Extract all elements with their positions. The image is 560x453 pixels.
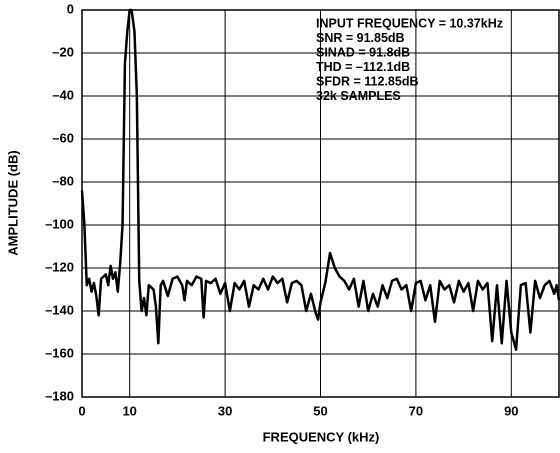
annotation: SINAD = 91.8dB bbox=[316, 45, 410, 59]
x-tick-label: 10 bbox=[122, 403, 136, 418]
y-tick-label: –40 bbox=[52, 87, 74, 102]
y-tick-label: –80 bbox=[52, 173, 74, 188]
annotation: 32k SAMPLES bbox=[316, 89, 401, 103]
x-tick-label: 50 bbox=[313, 403, 327, 418]
y-tick-label: 0 bbox=[67, 1, 74, 16]
y-tick-label: –160 bbox=[45, 345, 74, 360]
y-axis-title: AMPLITUDE (dB) bbox=[5, 150, 20, 255]
annotation: SNR = 91.85dB bbox=[316, 31, 405, 45]
y-tick-label: –180 bbox=[45, 388, 74, 403]
x-tick-label: 0 bbox=[78, 403, 85, 418]
y-tick-label: –20 bbox=[52, 44, 74, 59]
annotation: INPUT FREQUENCY = 10.37kHz bbox=[316, 16, 503, 30]
y-tick-label: –120 bbox=[45, 259, 74, 274]
x-axis-title: FREQUENCY (kHz) bbox=[263, 429, 380, 444]
y-tick-label: –140 bbox=[45, 302, 74, 317]
x-tick-label: 70 bbox=[409, 403, 423, 418]
x-tick-label: 90 bbox=[504, 403, 518, 418]
x-tick-label: 30 bbox=[218, 403, 232, 418]
y-tick-label: –100 bbox=[45, 216, 74, 231]
annotation: THD = –112.1dB bbox=[316, 60, 410, 74]
series-line bbox=[80, 8, 560, 351]
annotation: SFDR = 112.85dB bbox=[316, 74, 418, 88]
y-tick-label: –60 bbox=[52, 130, 74, 145]
